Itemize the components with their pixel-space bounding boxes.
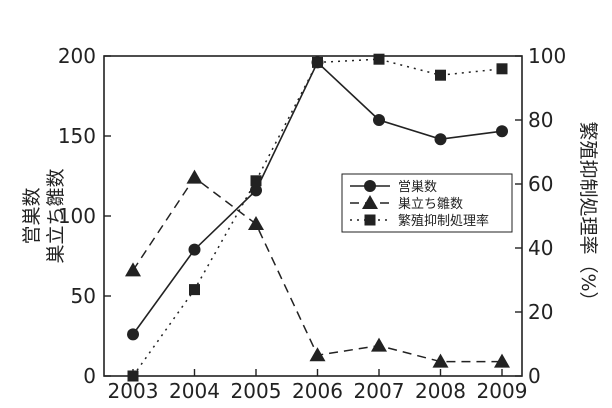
right-tick-label-80: 80	[528, 108, 553, 132]
left-tick-label-50: 50	[71, 284, 96, 308]
right-tick-label-40: 40	[528, 236, 553, 260]
series-2-point-2004	[186, 169, 203, 184]
series-3-point-2008	[435, 69, 446, 81]
series-1-point-2009	[496, 125, 508, 138]
series-2-point-2008	[432, 353, 449, 368]
left-tick-label-150: 150	[58, 124, 96, 148]
series-1-point-2007	[373, 114, 385, 126]
left-tick-label-0: 0	[83, 364, 96, 388]
x-tick-label-2008: 2008	[415, 379, 466, 403]
series-1-point-2004	[188, 243, 201, 256]
left-tick-label-100: 100	[58, 204, 96, 228]
series-1-point-2008	[434, 133, 447, 146]
left-axis-title-2: 巣立ち雛数	[45, 168, 67, 263]
right-tick-label-60: 60	[528, 172, 553, 196]
right-tick-label-20: 20	[528, 300, 553, 324]
right-axis-title: 繁殖抑制処理率（%）	[577, 121, 599, 310]
series-3-point-2003	[127, 370, 139, 382]
right-tick-label-100: 100	[528, 44, 566, 68]
left-axis-title-1: 営巣数	[21, 187, 43, 244]
legend-marker-3	[364, 214, 376, 226]
legend-marker-2	[362, 195, 378, 209]
x-tick-label-2005: 2005	[231, 379, 282, 403]
x-tick-label-2004: 2004	[169, 379, 220, 403]
legend-label-3: 繁殖抑制処理率	[398, 213, 489, 229]
series-1-point-2005	[250, 184, 262, 197]
series-2-point-2003	[125, 262, 141, 277]
left-tick-label-200: 200	[58, 44, 96, 68]
right-tick-label-0: 0	[528, 364, 541, 388]
series-1-point-2003	[127, 328, 139, 341]
series-2-point-2005	[248, 216, 264, 230]
legend-marker-1	[364, 180, 376, 192]
series-2-point-2007	[371, 337, 387, 352]
x-tick-label-2009: 2009	[477, 379, 528, 403]
series-3-point-2009	[496, 63, 508, 75]
legend-label-2: 巣立ち雛数	[398, 197, 463, 212]
series-3-point-2007	[373, 53, 385, 65]
x-tick-label-2006: 2006	[292, 379, 343, 403]
series-3-point-2006	[312, 56, 323, 68]
legend-label-1: 営巣数	[398, 180, 437, 195]
series-2-point-2009	[494, 353, 510, 368]
x-tick-label-2007: 2007	[354, 379, 405, 403]
x-tick-label-2003: 2003	[108, 379, 159, 403]
series-3-point-2005	[250, 175, 262, 187]
series-2-point-2006	[309, 347, 326, 362]
series-3-point-2004	[189, 284, 200, 296]
